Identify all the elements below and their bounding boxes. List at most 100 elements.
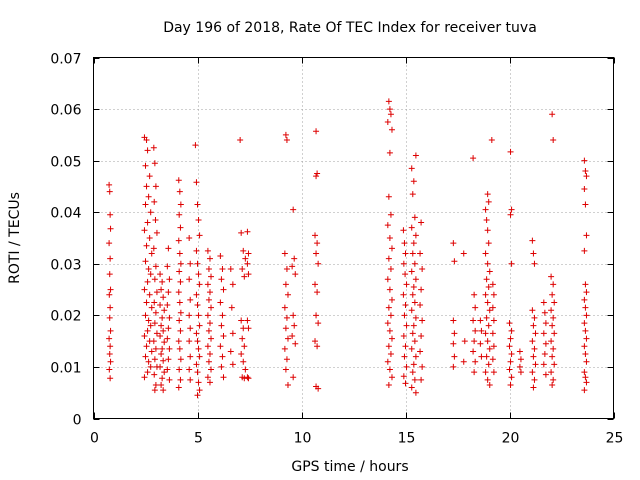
data-point — [187, 296, 194, 303]
data-point — [107, 225, 114, 232]
y-tick-label: 0.07 — [50, 52, 81, 68]
data-point — [386, 366, 393, 373]
data-point — [106, 240, 113, 247]
data-point — [400, 332, 407, 339]
data-point — [150, 245, 157, 252]
data-point — [386, 286, 393, 293]
data-point — [192, 142, 199, 149]
data-point — [166, 276, 173, 283]
data-point — [483, 216, 490, 223]
data-point — [205, 296, 212, 303]
data-point — [152, 183, 159, 190]
data-point — [387, 211, 394, 218]
data-point — [541, 309, 548, 316]
data-point — [408, 384, 415, 391]
data-point — [244, 228, 251, 235]
data-point — [161, 307, 168, 314]
data-point — [141, 286, 148, 293]
data-point — [153, 330, 160, 337]
data-point — [386, 235, 393, 241]
data-point — [313, 312, 320, 319]
data-point — [582, 167, 589, 174]
data-point — [484, 227, 491, 234]
data-point — [145, 358, 152, 365]
data-point — [289, 332, 296, 339]
data-point — [177, 309, 184, 316]
data-point — [530, 353, 537, 360]
data-point — [219, 353, 226, 360]
data-point — [583, 173, 590, 180]
data-point — [401, 312, 408, 319]
data-point — [417, 302, 424, 309]
data-point — [228, 304, 235, 311]
x-tick-label: 15 — [398, 431, 416, 447]
data-point — [482, 330, 489, 337]
data-point — [489, 330, 496, 337]
data-point — [408, 165, 415, 172]
data-point — [411, 299, 418, 306]
data-point — [206, 320, 213, 327]
data-point — [152, 216, 159, 223]
data-point — [106, 351, 113, 358]
data-point — [195, 345, 202, 352]
data-point — [238, 317, 245, 324]
data-point — [152, 345, 159, 352]
data-point — [147, 363, 154, 370]
data-point — [291, 322, 298, 329]
data-point — [488, 137, 495, 144]
data-point — [164, 302, 171, 309]
data-point — [176, 268, 183, 275]
data-point — [408, 307, 415, 314]
data-point — [451, 330, 458, 337]
data-point — [218, 322, 225, 329]
data-point — [142, 258, 149, 265]
data-point — [160, 357, 167, 364]
data-point — [195, 216, 202, 223]
data-point — [227, 265, 234, 272]
data-point — [408, 268, 415, 275]
data-point — [208, 273, 215, 280]
data-point — [508, 260, 515, 267]
data-point — [194, 338, 201, 345]
data-point — [412, 314, 419, 321]
data-point — [551, 299, 558, 306]
data-point — [532, 330, 539, 337]
data-point — [400, 227, 407, 234]
data-point — [450, 363, 457, 370]
data-point — [517, 356, 524, 363]
data-point — [164, 263, 171, 270]
data-point — [384, 118, 391, 125]
data-point — [193, 247, 200, 254]
data-point — [220, 286, 227, 293]
data-point — [238, 229, 245, 236]
data-point — [176, 299, 183, 306]
data-point — [107, 304, 114, 311]
chart-title: Day 196 of 2018, Rate Of TEC Index for r… — [163, 20, 537, 36]
data-point — [516, 348, 523, 355]
data-point — [583, 289, 590, 296]
x-tick-label: 5 — [194, 431, 203, 447]
data-point — [151, 198, 158, 205]
data-point — [418, 376, 425, 383]
data-point — [582, 327, 589, 334]
data-point — [508, 206, 515, 213]
data-point — [205, 327, 212, 334]
data-point — [194, 302, 201, 309]
data-point — [106, 181, 113, 188]
data-point — [472, 358, 479, 365]
data-point — [204, 247, 211, 254]
x-tick-label: 25 — [606, 431, 624, 447]
data-point — [142, 201, 149, 208]
data-point — [550, 137, 557, 144]
data-point — [245, 325, 252, 332]
data-point — [418, 219, 425, 226]
data-point — [418, 332, 425, 339]
data-point — [206, 289, 213, 296]
data-point — [175, 289, 182, 296]
data-point — [400, 373, 407, 380]
y-tick-label: 0.02 — [50, 309, 81, 325]
data-point — [164, 335, 171, 342]
data-point — [549, 381, 556, 388]
data-point — [238, 351, 245, 358]
data-point — [402, 343, 409, 350]
